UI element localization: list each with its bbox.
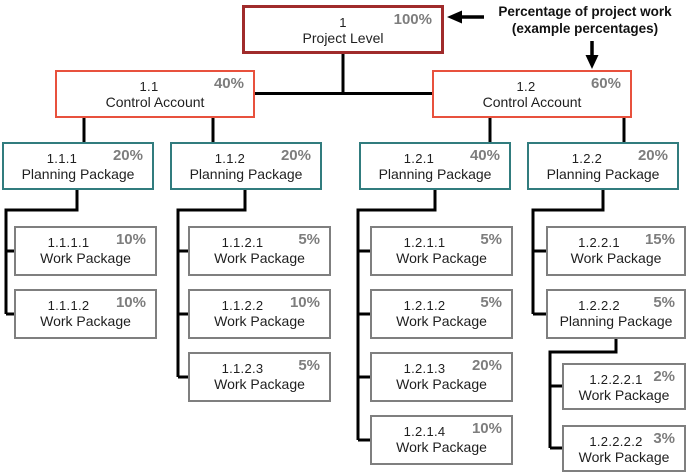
node-1-2-2-1-label: Work Package bbox=[570, 250, 662, 266]
node-1-1-1-1-percentage: 10% bbox=[115, 231, 146, 248]
node-1-2-1-2-label: Work Package bbox=[396, 313, 487, 329]
node-1-1-2-1-percentage: 5% bbox=[298, 231, 320, 248]
node-1-2-2-percentage: 20% bbox=[637, 147, 668, 164]
annotation-line2: (example percentages) bbox=[511, 21, 659, 36]
node-1-1-2-1: 5% 1.1.2.1 Work Package bbox=[188, 226, 331, 276]
node-1-2-1-1-label: Work Package bbox=[396, 250, 487, 266]
node-1-2-1-1: 5% 1.2.1.1 Work Package bbox=[370, 226, 513, 276]
level2-connectors bbox=[82, 118, 626, 143]
node-1-2-1-percentage: 40% bbox=[469, 147, 500, 164]
node-1-2-1-2-id: 1.2.1.2 bbox=[403, 298, 446, 313]
level5-connectors bbox=[548, 339, 618, 450]
node-1-1-2-3-percentage: 5% bbox=[298, 357, 320, 374]
node-1-2-1-1-percentage: 5% bbox=[480, 231, 502, 248]
node-1-2-percentage: 60% bbox=[590, 75, 621, 92]
node-1-1-percentage: 40% bbox=[213, 75, 244, 92]
node-1-2-2-2-1-id: 1.2.2.2.1 bbox=[589, 372, 643, 387]
node-1-2-1-id: 1.2.1 bbox=[403, 151, 435, 166]
node-1-1-2-id: 1.1.2 bbox=[214, 151, 246, 166]
node-1-2-2: 20% 1.2.2 Planning Package bbox=[527, 142, 679, 190]
node-1-2-1-label: Planning Package bbox=[378, 166, 492, 182]
node-1-2-2-label: Planning Package bbox=[546, 166, 660, 182]
node-1-1-2-1-id: 1.1.2.1 bbox=[221, 235, 264, 250]
node-1-1-1-label: Planning Package bbox=[21, 166, 135, 182]
node-1-label: Project Level bbox=[302, 30, 384, 46]
node-1-2-2-1: 15% 1.2.2.1 Work Package bbox=[546, 226, 686, 276]
node-1-2-1-3: 20% 1.2.1.3 Work Package bbox=[370, 352, 513, 402]
node-1-2-2-2-id: 1.2.2.2 bbox=[578, 298, 620, 313]
node-1-2-label: Control Account bbox=[482, 94, 582, 110]
node-1-2-id: 1.2 bbox=[516, 79, 536, 94]
node-1-2-2-2-percentage: 5% bbox=[653, 294, 675, 311]
node-1-1-2-3-label: Work Package bbox=[214, 376, 305, 392]
node-1-id: 1 bbox=[339, 15, 347, 30]
node-1-2-2-1-id: 1.2.2.1 bbox=[578, 235, 620, 250]
node-1-2-2-2-2: 3% 1.2.2.2.2 Work Package bbox=[562, 425, 686, 472]
node-1-1: 40% 1.1 Control Account bbox=[55, 70, 255, 118]
node-1-1-2-3-id: 1.1.2.3 bbox=[221, 361, 264, 376]
node-1-2-1-4-percentage: 10% bbox=[471, 420, 502, 437]
annotation-down-arrow bbox=[585, 41, 599, 69]
node-1-1-1-2: 10% 1.1.1.2 Work Package bbox=[14, 289, 157, 339]
node-1-2-2-1-percentage: 15% bbox=[644, 231, 675, 248]
node-1-2-1-4-label: Work Package bbox=[396, 439, 487, 455]
node-1-1-label: Control Account bbox=[105, 94, 205, 110]
node-1-1-1-1: 10% 1.1.1.1 Work Package bbox=[14, 226, 157, 276]
node-1-1-1-1-id: 1.1.1.1 bbox=[47, 235, 90, 250]
node-1-1-1-2-id: 1.1.1.2 bbox=[47, 298, 90, 313]
node-1-2-2-2-1: 2% 1.2.2.2.1 Work Package bbox=[562, 363, 686, 410]
node-1-2: 60% 1.2 Control Account bbox=[432, 70, 632, 118]
annotation-text: Percentage of project work (example perc… bbox=[479, 3, 691, 37]
node-1-2-1-2: 5% 1.2.1.2 Work Package bbox=[370, 289, 513, 339]
node-1-2-1-3-label: Work Package bbox=[396, 376, 487, 392]
node-1-2-2-2-1-label: Work Package bbox=[578, 387, 670, 403]
node-1: 100% 1 Project Level bbox=[242, 5, 444, 54]
node-1-2-2-2-label: Planning Package bbox=[559, 313, 673, 329]
node-1-1-2-3: 5% 1.1.2.3 Work Package bbox=[188, 352, 331, 402]
column-3-connectors bbox=[356, 190, 437, 442]
node-1-2-1-3-percentage: 20% bbox=[471, 357, 502, 374]
node-1-1-1-percentage: 20% bbox=[112, 147, 143, 164]
node-1-2-1-4: 10% 1.2.1.4 Work Package bbox=[370, 415, 513, 465]
node-1-2-1: 40% 1.2.1 Planning Package bbox=[359, 142, 511, 190]
node-1-1-2-label: Planning Package bbox=[189, 166, 303, 182]
node-1-2-1-3-id: 1.2.1.3 bbox=[403, 361, 446, 376]
node-1-1-id: 1.1 bbox=[139, 79, 159, 94]
column-4-connectors bbox=[531, 190, 605, 316]
annotation-line1: Percentage of project work bbox=[498, 4, 672, 19]
node-1-2-1-4-id: 1.2.1.4 bbox=[403, 424, 446, 439]
node-1-1-1: 20% 1.1.1 Planning Package bbox=[2, 142, 154, 190]
node-1-1-2-1-label: Work Package bbox=[214, 250, 305, 266]
node-1-2-2-id: 1.2.2 bbox=[571, 151, 603, 166]
node-1-1-2-2-percentage: 10% bbox=[289, 294, 320, 311]
node-1-2-1-1-id: 1.2.1.1 bbox=[403, 235, 446, 250]
node-1-1-2-percentage: 20% bbox=[280, 147, 311, 164]
node-1-2-2-2-2-id: 1.2.2.2.2 bbox=[589, 434, 643, 449]
level1-connectors bbox=[255, 54, 432, 95]
node-1-1-2-2: 10% 1.1.2.2 Work Package bbox=[188, 289, 331, 339]
node-1-2-2-2-2-label: Work Package bbox=[578, 449, 670, 465]
node-1-2-1-2-percentage: 5% bbox=[480, 294, 502, 311]
node-1-1-1-2-label: Work Package bbox=[40, 313, 131, 329]
node-1-2-2-2: 5% 1.2.2.2 Planning Package bbox=[546, 289, 686, 339]
node-1-1-2-2-id: 1.1.2.2 bbox=[221, 298, 264, 313]
node-1-1-2: 20% 1.1.2 Planning Package bbox=[170, 142, 322, 190]
node-1-2-2-2-1-percentage: 2% bbox=[653, 368, 675, 385]
node-1-1-1-id: 1.1.1 bbox=[46, 151, 78, 166]
column-2-connectors bbox=[176, 190, 247, 379]
node-1-1-2-2-label: Work Package bbox=[214, 313, 305, 329]
node-1-1-1-1-label: Work Package bbox=[40, 250, 131, 266]
node-1-1-1-2-percentage: 10% bbox=[115, 294, 146, 311]
node-1-2-2-2-2-percentage: 3% bbox=[653, 430, 675, 447]
annotation-left-arrow bbox=[447, 10, 484, 24]
node-1-percentage: 100% bbox=[393, 11, 432, 28]
